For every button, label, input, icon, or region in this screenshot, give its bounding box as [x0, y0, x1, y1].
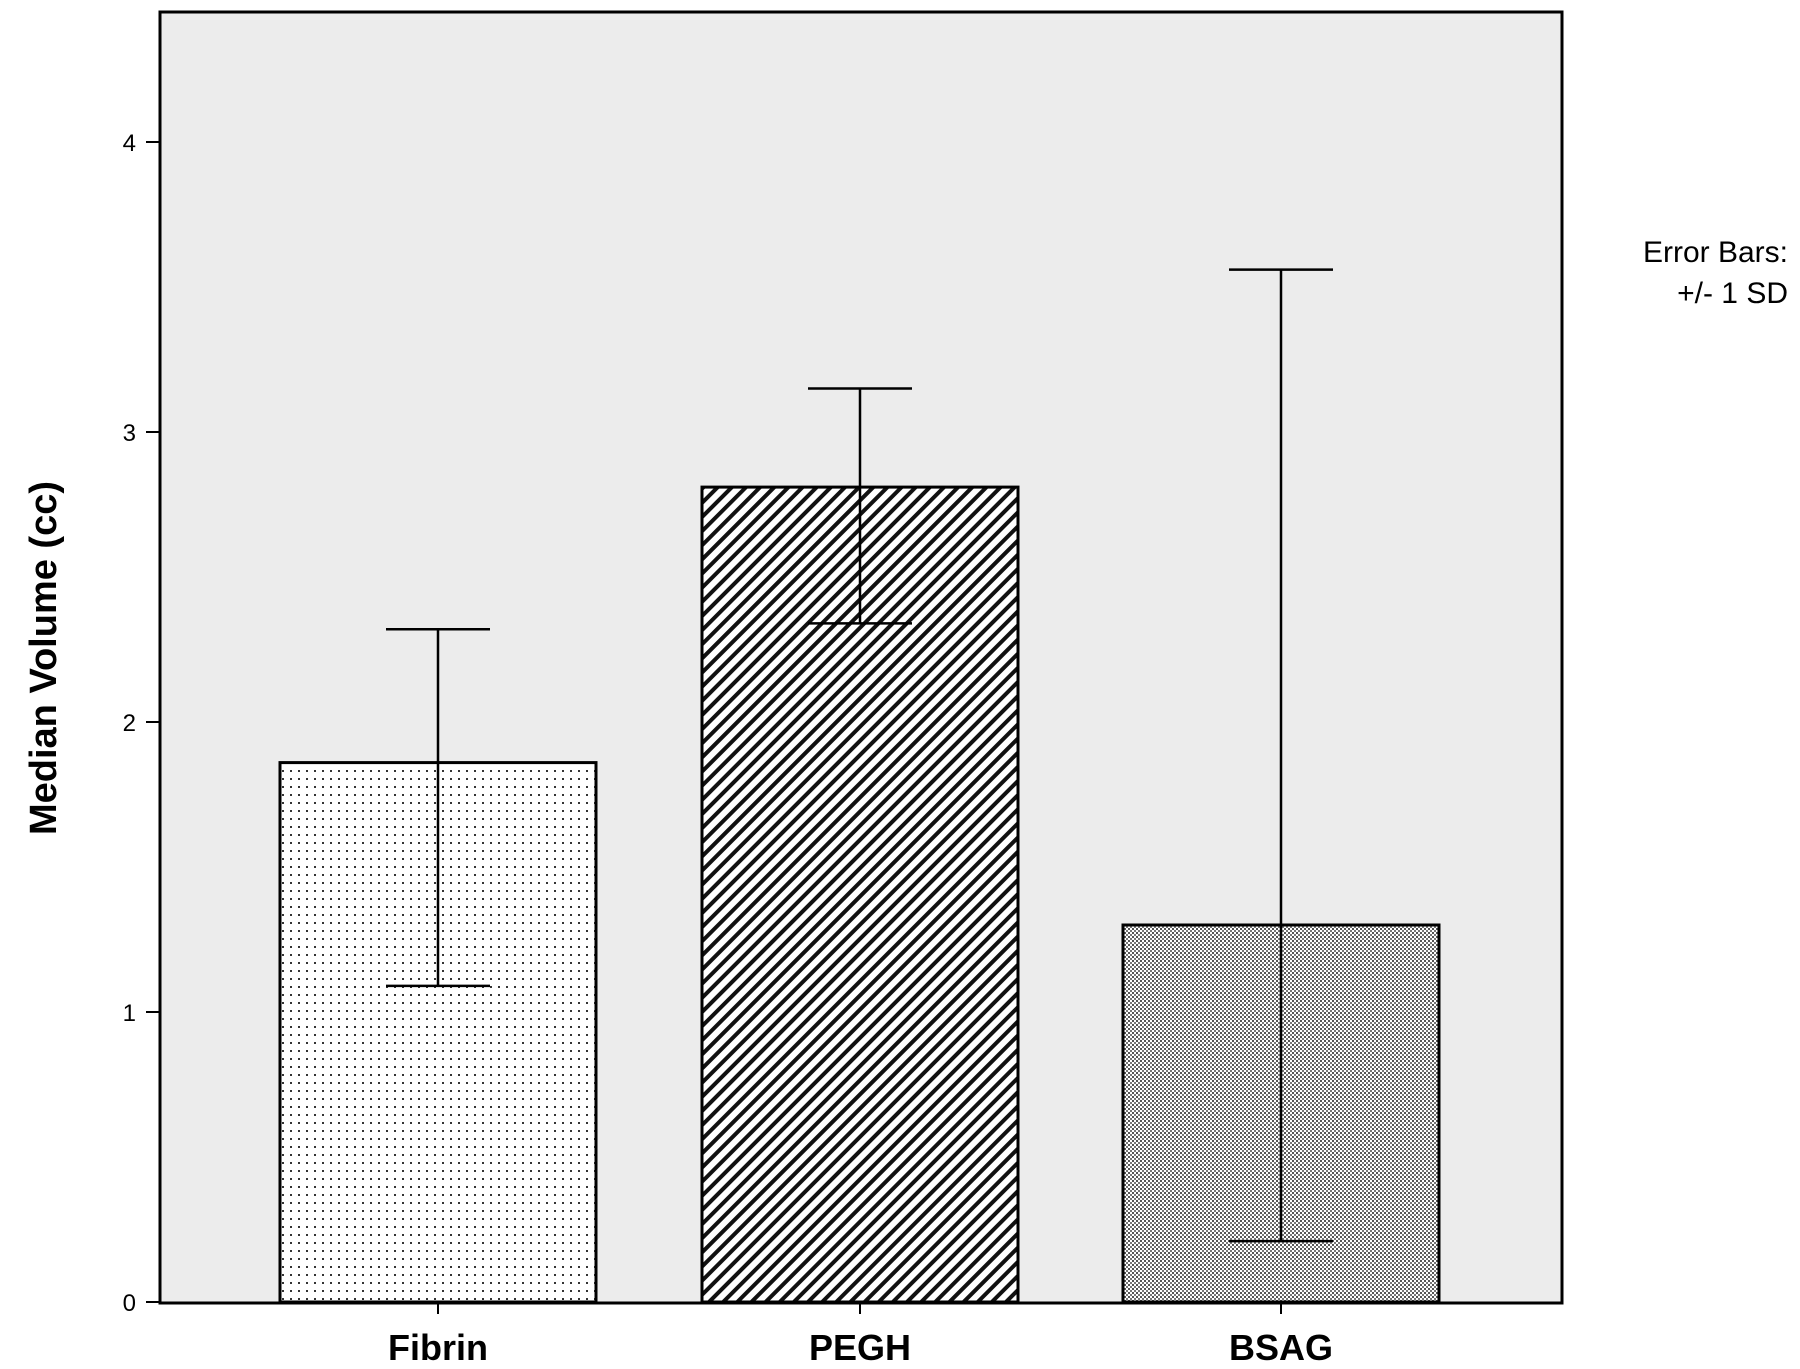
- error-bars-note-line1: Error Bars:: [1643, 236, 1788, 269]
- y-tick-label: 4: [123, 130, 136, 157]
- y-tick-label: 1: [123, 1000, 136, 1027]
- x-axis-labels: Fibrin PEGH BSAG: [388, 1302, 1333, 1368]
- x-label-pegh: PEGH: [809, 1327, 911, 1368]
- y-tick-label: 0: [123, 1290, 136, 1317]
- error-bars: [386, 268, 1333, 1243]
- x-label-bsag: BSAG: [1229, 1327, 1333, 1368]
- x-label-fibrin: Fibrin: [388, 1327, 488, 1368]
- y-axis-title: Median Volume (cc): [23, 481, 65, 835]
- y-tick-label: 3: [123, 420, 136, 447]
- error-bars-note-line2: +/- 1 SD: [1677, 277, 1788, 310]
- y-tick-label: 2: [123, 710, 136, 737]
- y-axis: 0 1 2 3 4: [123, 130, 160, 1317]
